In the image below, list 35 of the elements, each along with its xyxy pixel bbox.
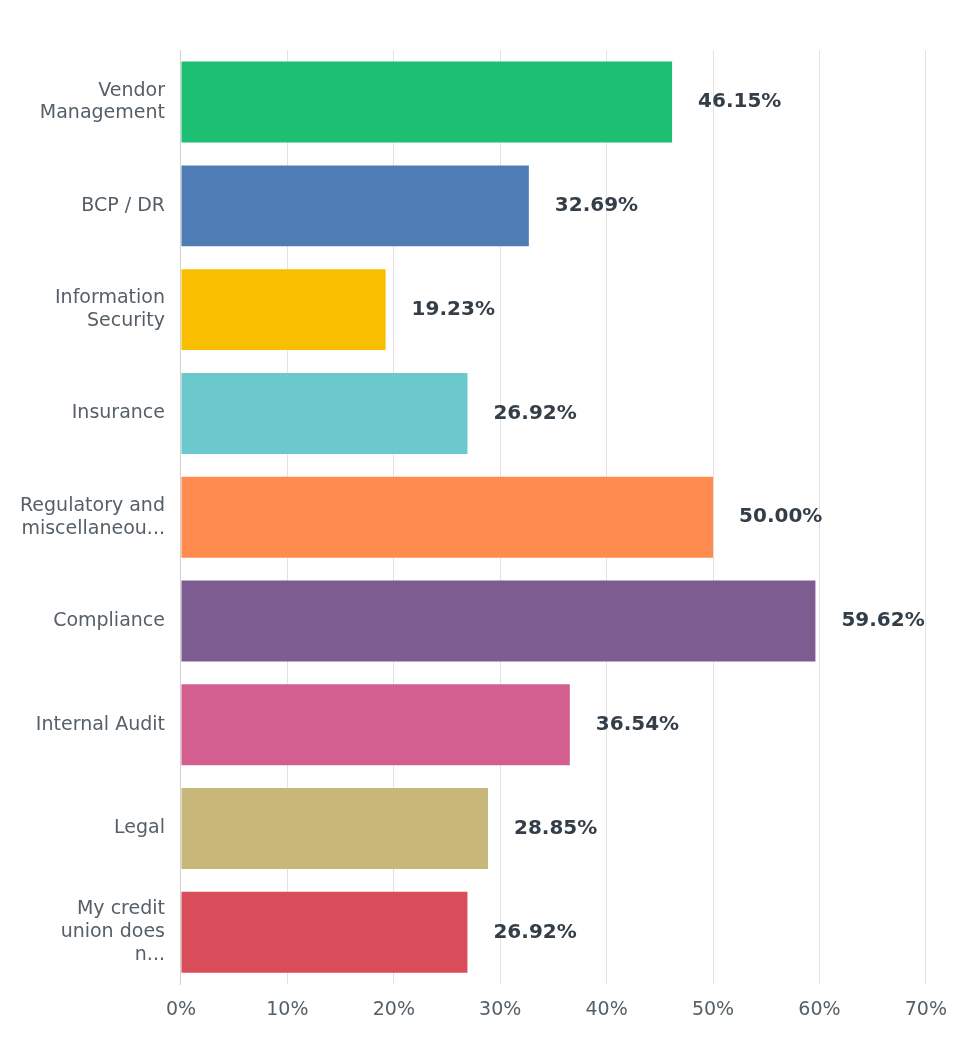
x-tick-label: 60%: [798, 996, 841, 1019]
data-label: 28.85%: [513, 814, 598, 839]
data-label: 46.15%: [698, 88, 782, 113]
y-tick-label: Compliance: [53, 607, 165, 630]
y-tick-label: My credit union does n...: [60, 896, 165, 965]
data-label: 36.54%: [595, 710, 680, 735]
data-label: 26.92%: [493, 918, 577, 943]
data-label: 19.23%: [411, 295, 495, 320]
bar: [181, 684, 570, 766]
data-label: 59.62%: [841, 607, 925, 632]
x-tick-label: 30%: [479, 996, 522, 1019]
bar: [181, 476, 714, 558]
bar: [181, 61, 673, 143]
data-label: 26.92%: [493, 399, 577, 424]
y-tick-label: Information Security: [54, 285, 165, 330]
data-label: 50.00%: [739, 503, 823, 528]
bar: [181, 372, 468, 454]
y-tick-label: Legal: [114, 815, 165, 838]
x-tick-label: 0%: [165, 996, 197, 1019]
bar: [181, 269, 386, 351]
x-tick-label: 20%: [372, 996, 415, 1019]
data-label: 32.69%: [554, 192, 639, 217]
y-tick-label: Vendor Management: [39, 77, 166, 123]
bar: [181, 165, 529, 247]
y-tick-label: Insurance: [71, 400, 165, 423]
y-tick-label: Regulatory and miscellaneou...: [19, 492, 165, 538]
x-tick-label: 50%: [691, 996, 735, 1019]
y-tick-label: Internal Audit: [35, 711, 165, 734]
x-tick-label: 10%: [266, 996, 309, 1019]
y-tick-label: BCP / DR: [81, 192, 165, 215]
bar: [181, 891, 468, 973]
x-tick-label: 40%: [585, 996, 628, 1019]
bar: [181, 788, 488, 870]
bar: [181, 580, 816, 662]
x-tick-label: 70%: [904, 996, 947, 1019]
